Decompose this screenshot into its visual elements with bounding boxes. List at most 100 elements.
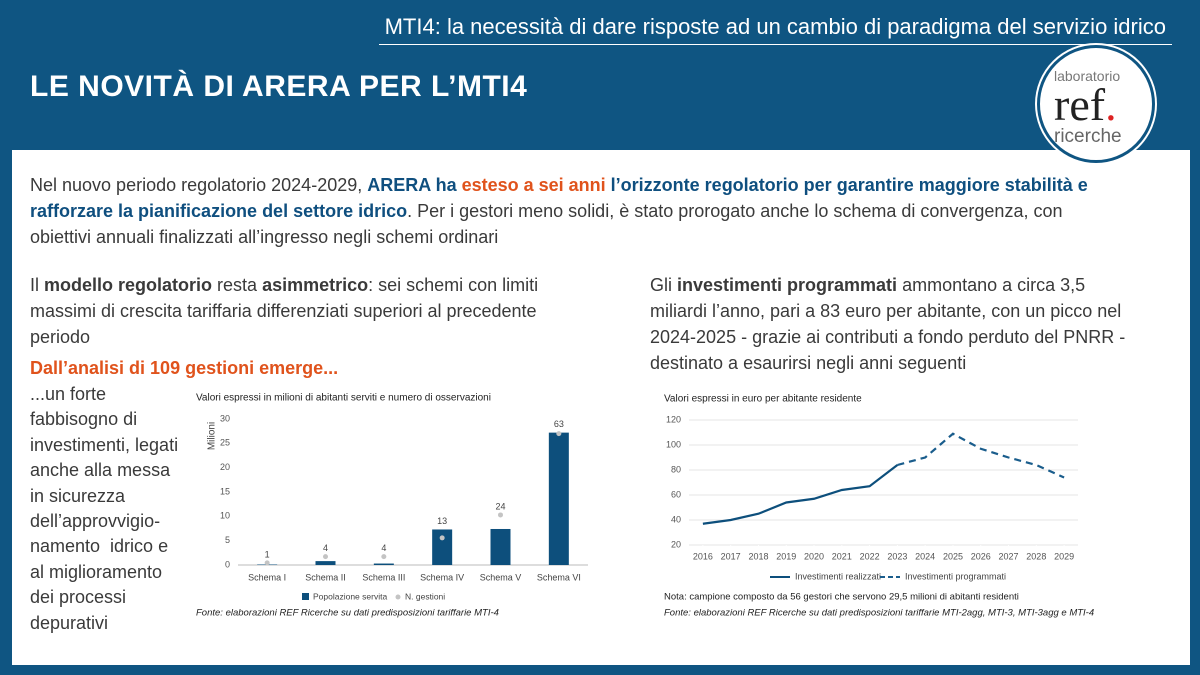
dot bbox=[264, 560, 270, 566]
run: resta bbox=[212, 275, 263, 295]
y-tick-label: 5 bbox=[225, 535, 230, 545]
side-text: ...un forte fabbisogno di investimenti, le… bbox=[30, 382, 178, 636]
topic: MTI4: la necessità di dare risposte ad u… bbox=[378, 14, 1172, 45]
legend-swatch bbox=[395, 594, 401, 600]
x-tick-label: 2029 bbox=[1054, 551, 1074, 561]
side-line: dei processi bbox=[30, 587, 127, 608]
run: Gli bbox=[650, 275, 677, 295]
dot bbox=[498, 512, 503, 518]
logo-text: ref bbox=[1054, 79, 1106, 130]
run: ammontano a circa 3,5 miliardi l’anno, p… bbox=[650, 275, 1126, 373]
y-tick-label: 20 bbox=[671, 539, 681, 549]
title: LE NOVITÀ DI ARERA PER L’MTI4 bbox=[30, 70, 528, 103]
left-text: Il modello regolatorio resta asimmetrico… bbox=[30, 272, 590, 350]
run: : sei schemi con limiti massimi di cresc… bbox=[30, 275, 539, 347]
y-tick-label: 25 bbox=[220, 438, 230, 448]
x-tick-label: 2019 bbox=[776, 551, 796, 561]
source: Fonte: elaborazioni REF Ricerche su dati… bbox=[664, 608, 1094, 619]
dot bbox=[556, 431, 562, 437]
highlight: Dall’analisi di 109 gestioni emerge... bbox=[30, 358, 339, 378]
data-label: 4 bbox=[323, 543, 328, 553]
bar bbox=[432, 529, 453, 565]
chart-subtitle: Valori espressi in milioni di abitanti s… bbox=[196, 393, 491, 404]
panel bbox=[12, 150, 1190, 665]
chart-subtitle: Valori espressi in euro per abitante res… bbox=[664, 394, 862, 405]
y-axis-label: Milioni bbox=[207, 422, 218, 450]
y-tick-label: 80 bbox=[671, 464, 681, 474]
bar bbox=[373, 563, 394, 565]
source: Fonte: elaborazioni REF Ricerche su dati… bbox=[196, 608, 499, 619]
x-tick-label: Schema II bbox=[305, 572, 346, 582]
dot bbox=[323, 554, 328, 560]
y-tick-label: 40 bbox=[671, 514, 681, 524]
side-line: investimenti, legati bbox=[30, 434, 179, 455]
x-tick-label: 2024 bbox=[915, 551, 935, 561]
legend-label: N. gestioni bbox=[405, 591, 445, 601]
data-label: 63 bbox=[554, 419, 564, 429]
x-tick-label: 2016 bbox=[693, 551, 713, 561]
dot bbox=[381, 554, 387, 560]
line bbox=[897, 432, 1065, 479]
run: asimmetrico bbox=[262, 275, 369, 295]
run: l’orizzonte regolatorio per garantire ma… bbox=[30, 175, 1088, 221]
x-tick-label: Schema III bbox=[362, 572, 405, 582]
legend-label: Investimenti programmati bbox=[905, 571, 1006, 581]
x-tick-label: 2018 bbox=[748, 551, 768, 561]
logo-text: ricerche bbox=[1054, 126, 1122, 147]
side-line: al miglioramento bbox=[30, 561, 163, 582]
x-tick-label: 2022 bbox=[860, 551, 880, 561]
y-tick-label: 30 bbox=[220, 413, 230, 423]
x-tick-label: 2027 bbox=[999, 551, 1019, 561]
legend-swatch bbox=[302, 593, 309, 600]
x-tick-label: Schema VI bbox=[537, 572, 581, 582]
run: Il bbox=[30, 275, 45, 295]
legend-label: Investimenti realizzati bbox=[795, 571, 881, 581]
intro: Nel nuovo periodo regolatorio 2024-2029,… bbox=[30, 172, 1090, 250]
run: Nel nuovo periodo regolatorio 2024-2029, bbox=[30, 175, 368, 195]
side-line: depurativi bbox=[30, 612, 109, 633]
x-tick-label: 2026 bbox=[971, 551, 991, 561]
right-text: Gli investimenti programmati ammontano a… bbox=[650, 272, 1140, 376]
run: ARERA ha bbox=[367, 175, 462, 195]
side-line: anche alla messa bbox=[30, 460, 171, 481]
line bbox=[702, 464, 899, 525]
note: Nota: campione composto da 56 gestori ch… bbox=[664, 592, 1019, 603]
data-label: 4 bbox=[381, 543, 386, 553]
side-line: namento idrico e bbox=[30, 536, 169, 557]
dot bbox=[439, 535, 445, 541]
y-tick-label: 20 bbox=[220, 462, 230, 472]
y-tick-label: 100 bbox=[666, 439, 681, 449]
x-tick-label: 2021 bbox=[832, 551, 852, 561]
logo-dot: . bbox=[1105, 79, 1117, 130]
x-tick-label: 2017 bbox=[721, 551, 741, 561]
logo-text: laboratorio bbox=[1054, 68, 1121, 84]
run: . Per i gestori meno solidi, è stato pro… bbox=[30, 201, 1063, 247]
side-line: ...un forte bbox=[30, 384, 107, 404]
bar bbox=[490, 528, 511, 565]
y-tick-label: 15 bbox=[220, 486, 230, 496]
x-tick-label: Schema I bbox=[248, 572, 286, 582]
logo-text: ref. bbox=[1054, 78, 1117, 131]
y-tick-label: 120 bbox=[666, 414, 681, 424]
run: modello regolatorio bbox=[44, 275, 213, 295]
x-tick-label: 2028 bbox=[1026, 551, 1046, 561]
side-line: dell’approvvigio- bbox=[30, 511, 161, 532]
y-tick-label: 60 bbox=[671, 489, 681, 499]
data-label: 24 bbox=[495, 501, 505, 511]
y-tick-label: 0 bbox=[225, 559, 230, 569]
x-tick-label: Schema IV bbox=[420, 572, 464, 582]
run: investimenti programmati bbox=[677, 275, 898, 295]
legend-label: Popolazione servita bbox=[313, 591, 387, 601]
data-label: 13 bbox=[437, 516, 447, 526]
side-line: fabbisogno di bbox=[30, 409, 138, 430]
x-tick-label: 2025 bbox=[943, 551, 963, 561]
side-line: in sicurezza bbox=[30, 485, 126, 506]
run: esteso a sei anni bbox=[461, 175, 606, 195]
data-label: 1 bbox=[265, 549, 270, 559]
x-tick-label: 2020 bbox=[804, 551, 824, 561]
x-tick-label: 2023 bbox=[887, 551, 907, 561]
bar bbox=[548, 432, 569, 565]
logo: laboratorio ref. ricerche bbox=[1037, 45, 1155, 163]
